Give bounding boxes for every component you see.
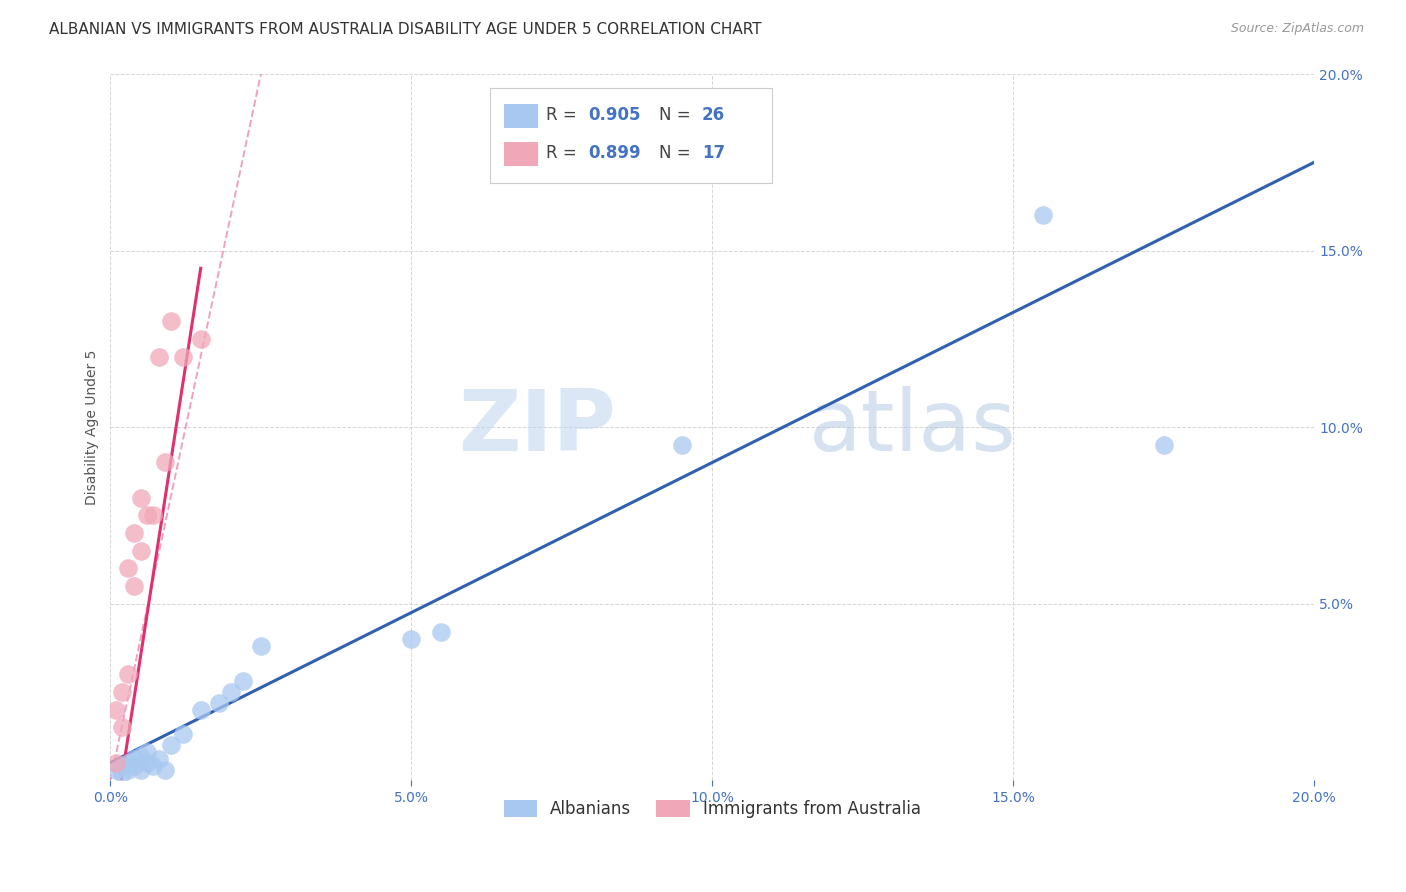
Point bbox=[153, 455, 176, 469]
Point bbox=[124, 579, 146, 593]
Point bbox=[1153, 438, 1175, 452]
Point bbox=[124, 526, 146, 541]
Point bbox=[117, 756, 139, 770]
Point bbox=[129, 763, 152, 777]
Point bbox=[124, 759, 146, 773]
Point bbox=[124, 752, 146, 766]
Point bbox=[148, 350, 170, 364]
Point bbox=[1032, 208, 1054, 222]
Point bbox=[111, 766, 134, 780]
Point bbox=[172, 350, 194, 364]
Point bbox=[117, 763, 139, 777]
Point bbox=[232, 674, 254, 689]
Point bbox=[105, 703, 128, 717]
Point bbox=[117, 561, 139, 575]
Point bbox=[159, 314, 181, 328]
Point bbox=[105, 763, 128, 777]
Text: ZIP: ZIP bbox=[458, 385, 616, 468]
Point bbox=[153, 763, 176, 777]
Point bbox=[111, 720, 134, 734]
Point bbox=[430, 624, 453, 639]
Text: Source: ZipAtlas.com: Source: ZipAtlas.com bbox=[1230, 22, 1364, 36]
Point bbox=[135, 508, 157, 523]
Point bbox=[111, 685, 134, 699]
Y-axis label: Disability Age Under 5: Disability Age Under 5 bbox=[86, 350, 100, 505]
Point bbox=[208, 696, 231, 710]
Point bbox=[190, 703, 212, 717]
Point bbox=[129, 543, 152, 558]
Point bbox=[135, 745, 157, 759]
Point bbox=[129, 748, 152, 763]
Point bbox=[148, 752, 170, 766]
Point bbox=[401, 632, 423, 646]
Text: atlas: atlas bbox=[808, 385, 1017, 468]
Point bbox=[219, 685, 242, 699]
Point bbox=[111, 759, 134, 773]
Legend: Albanians, Immigrants from Australia: Albanians, Immigrants from Australia bbox=[496, 794, 928, 825]
Point bbox=[172, 727, 194, 741]
Point bbox=[117, 667, 139, 681]
Point bbox=[190, 332, 212, 346]
Point bbox=[135, 756, 157, 770]
Point bbox=[671, 438, 693, 452]
Point bbox=[159, 738, 181, 752]
Point bbox=[141, 508, 163, 523]
Text: ALBANIAN VS IMMIGRANTS FROM AUSTRALIA DISABILITY AGE UNDER 5 CORRELATION CHART: ALBANIAN VS IMMIGRANTS FROM AUSTRALIA DI… bbox=[49, 22, 762, 37]
Point bbox=[105, 756, 128, 770]
Point bbox=[250, 639, 273, 653]
Point bbox=[129, 491, 152, 505]
Point bbox=[141, 759, 163, 773]
